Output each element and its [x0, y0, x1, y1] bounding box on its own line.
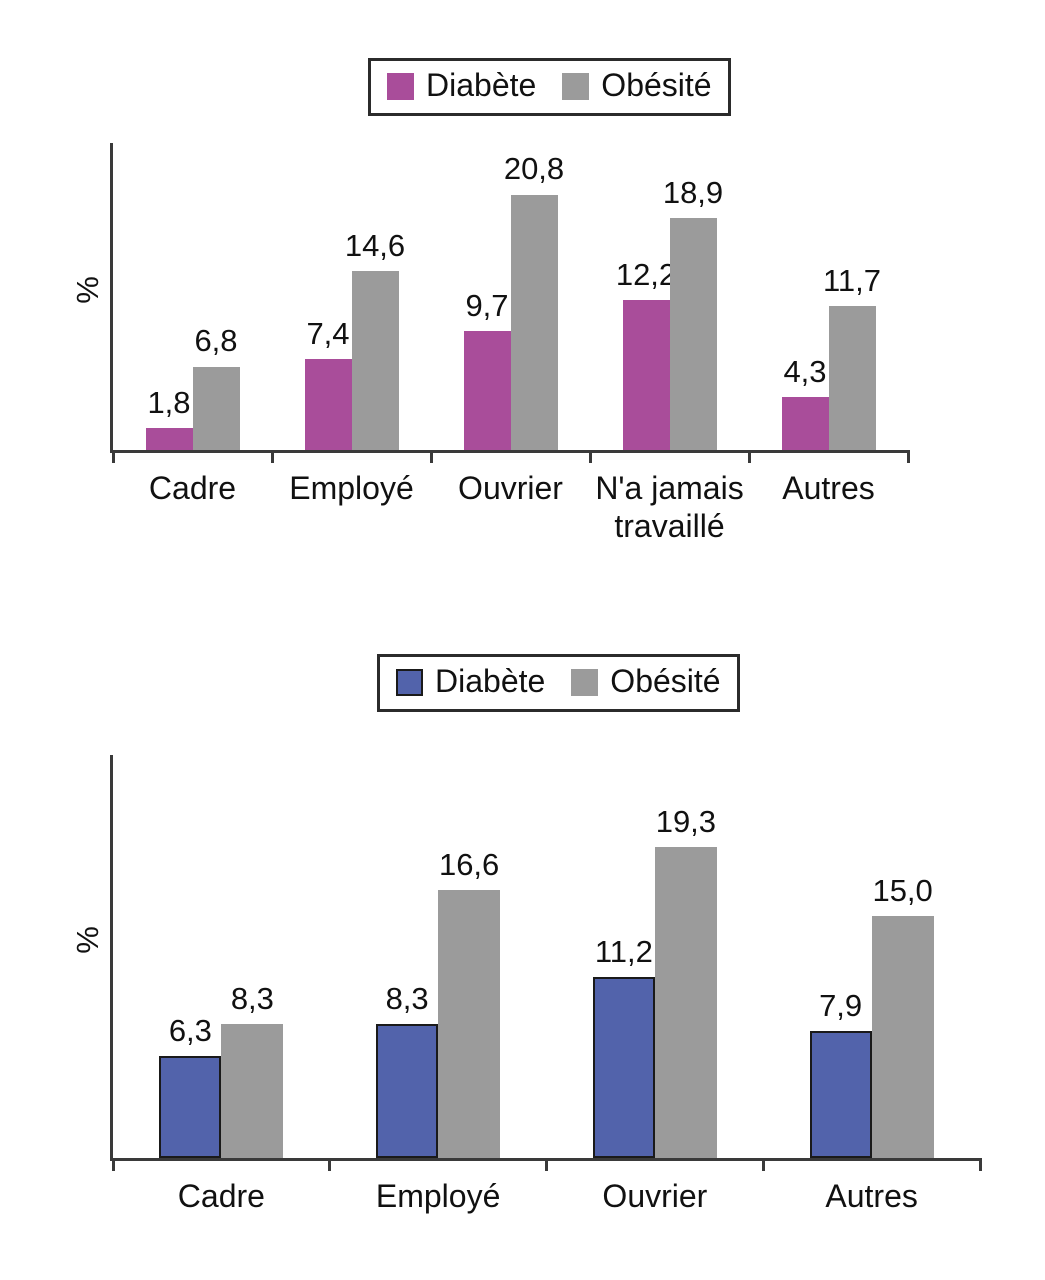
bar-obésité	[192, 366, 240, 450]
bar-obésité	[510, 194, 558, 450]
x-axis-tick	[545, 1158, 548, 1171]
legend-item-diabète: Diabète	[396, 663, 546, 701]
legend-swatch-obésité	[562, 73, 590, 101]
legend-item-diabète: Diabète	[387, 67, 537, 105]
bar-obésité	[438, 890, 501, 1158]
bar-diabète	[145, 427, 193, 450]
x-axis-tick	[111, 1158, 115, 1171]
bar-value-label: 9,7	[465, 287, 509, 323]
bar-value-label: 19,3	[655, 803, 717, 839]
x-axis-tick	[111, 450, 115, 463]
legend-bottom-chart: Diabète Obésité	[377, 654, 740, 712]
bar-diabète	[781, 397, 829, 450]
bar-diabète	[592, 977, 655, 1158]
plot-area-top: 1,8 6,8 Cadre 7,4 14,6 Employé 9,7 20,8 Ouvrier 1…	[110, 143, 910, 544]
bar-value-label: 8,3	[230, 981, 274, 1017]
bar-value-label: 14,6	[344, 227, 406, 263]
bar-value-label: 11,2	[594, 934, 653, 970]
category-label: N'a jamais travaillé	[595, 470, 744, 544]
bar-value-label: 20,8	[503, 151, 565, 187]
bar-value-label: 4,3	[783, 354, 827, 390]
bar-obésité	[351, 270, 399, 450]
legend-swatch-diabète	[396, 669, 423, 697]
bar-value-label: 6,8	[194, 323, 238, 359]
legend-label: Diabète	[435, 663, 546, 699]
category-label: Employé	[289, 470, 414, 506]
x-axis-tick	[978, 1158, 982, 1171]
bar-value-label: 8,3	[385, 981, 429, 1017]
legend-item-obésité: Obésité	[571, 663, 721, 701]
x-axis-tick	[588, 450, 592, 463]
bar-diabète	[304, 359, 352, 450]
legend-label: Obésité	[601, 67, 712, 103]
x-axis-tick	[906, 450, 910, 463]
x-axis-tick	[761, 1158, 765, 1171]
bar-value-label: 7,9	[819, 987, 863, 1023]
y-axis-label-top: %	[70, 276, 105, 304]
bar-value-label: 16,6	[438, 847, 500, 883]
category-label: Ouvrier	[458, 470, 563, 506]
category-label: Autres	[782, 470, 875, 506]
legend-top-chart: Diabète Obésité	[368, 58, 731, 116]
bar-value-label: 12,2	[615, 257, 677, 293]
bar-value-label: 15,0	[872, 873, 933, 909]
category-label: Ouvrier	[602, 1178, 708, 1214]
bar-obésité	[669, 217, 717, 450]
legend-label: Diabète	[426, 67, 537, 103]
category-label: Cadre	[148, 470, 237, 506]
y-axis-label-bottom: %	[70, 926, 105, 954]
legend-label: Obésité	[610, 663, 721, 699]
bar-diabète	[159, 1056, 222, 1158]
bar-obésité	[828, 306, 876, 450]
bar-diabète	[376, 1024, 439, 1158]
category-label: Cadre	[177, 1178, 265, 1214]
legend-swatch-diabète	[387, 73, 414, 101]
x-axis-tick	[270, 450, 274, 463]
bar-diabète	[463, 330, 511, 450]
bar-obésité	[871, 916, 934, 1158]
bar-value-label: 1,8	[147, 384, 191, 420]
x-axis-tick	[747, 450, 751, 463]
bar-obésité	[654, 846, 717, 1158]
bar-obésité	[221, 1024, 284, 1158]
category-label: Employé	[375, 1178, 501, 1214]
bar-diabète	[622, 300, 670, 450]
bar-value-label: 11,7	[822, 263, 882, 299]
bar-diabète	[809, 1030, 872, 1158]
legend-swatch-obésité	[571, 669, 599, 697]
x-axis-tick	[328, 1158, 332, 1171]
legend-item-obésité: Obésité	[562, 67, 712, 105]
bar-value-label: 18,9	[662, 174, 724, 210]
x-axis-tick	[429, 450, 433, 463]
plot-area-bottom: 6,3 8,3 Cadre 8,3 16,6 Employé 11,2 19,3 Ouvrier…	[110, 755, 982, 1214]
bar-value-label: 6,3	[168, 1013, 212, 1049]
bar-value-label: 7,4	[306, 316, 350, 352]
category-label: Autres	[825, 1178, 918, 1214]
